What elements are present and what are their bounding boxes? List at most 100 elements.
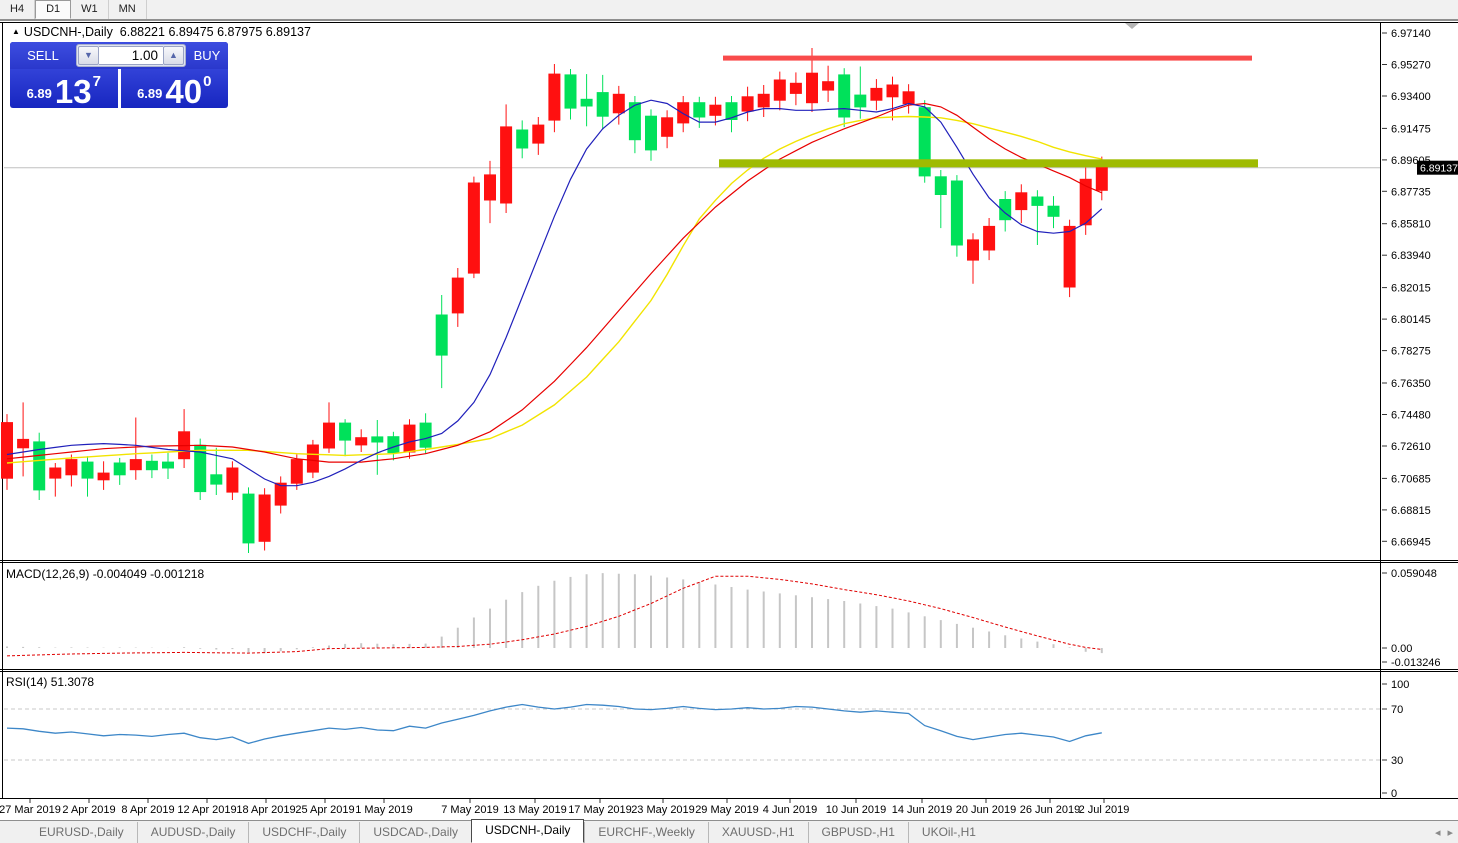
rsi-name: RSI(14) bbox=[6, 675, 48, 689]
tabs-scroll-left-icon[interactable]: ◂ bbox=[1434, 827, 1441, 839]
date-axis-label: 8 Apr 2019 bbox=[121, 804, 174, 816]
volume-input[interactable] bbox=[99, 46, 163, 65]
current-price-tag bbox=[1417, 160, 1458, 175]
candle bbox=[967, 239, 979, 261]
timeframe-tab-w1[interactable]: W1 bbox=[71, 0, 109, 19]
rsi-axis-label: 0 bbox=[1391, 788, 1397, 800]
rsi-axis-label: 100 bbox=[1391, 679, 1409, 691]
candle bbox=[822, 81, 835, 91]
candle bbox=[934, 176, 947, 196]
tabs-scroll-right-icon[interactable]: ▸ bbox=[1447, 827, 1453, 839]
macd-values: -0.004049 -0.001218 bbox=[92, 567, 205, 581]
macd-axis-label: 0.00 bbox=[1391, 643, 1412, 655]
symbol-tab-xauusd-h1[interactable]: XAUUSD-,H1 bbox=[707, 822, 808, 843]
candle bbox=[773, 79, 786, 101]
candle bbox=[838, 74, 851, 118]
toolbar-divider bbox=[0, 19, 1458, 21]
ma-slow-line bbox=[6, 115, 1102, 464]
price-axis-label: 6.97140 bbox=[1391, 28, 1431, 40]
candle bbox=[97, 472, 110, 481]
timeframe-tab-mn[interactable]: MN bbox=[109, 0, 147, 19]
candle bbox=[709, 104, 722, 116]
volume-decrease-button[interactable]: ▼ bbox=[78, 46, 99, 65]
ma-mid-line bbox=[6, 102, 1103, 463]
one-click-trading-panel: SELL ▼ ▲ BUY 6.89 13 7 6.89 40 0 bbox=[10, 42, 228, 108]
candle bbox=[242, 493, 255, 544]
candle bbox=[596, 92, 609, 117]
date-axis-label: 4 Jun 2019 bbox=[763, 804, 817, 816]
symbol-tab-eurusd-daily[interactable]: EURUSD-,Daily bbox=[39, 825, 124, 839]
volume-spinner: ▼ ▲ bbox=[76, 44, 186, 67]
symbol-tab-usdchf-daily[interactable]: USDCHF-,Daily bbox=[248, 822, 359, 843]
candle bbox=[49, 467, 62, 479]
rsi-indicator-label: RSI(14) 51.3078 bbox=[6, 675, 94, 689]
buy-price-display[interactable]: 6.89 40 0 bbox=[120, 69, 228, 108]
price-axis-label: 6.91475 bbox=[1391, 123, 1431, 135]
candle bbox=[548, 73, 561, 121]
chart-symbol-label: USDCNH-,Daily bbox=[23, 25, 113, 39]
buy-price-sup: 0 bbox=[203, 73, 212, 90]
date-axis-label: 25 Apr 2019 bbox=[295, 804, 354, 816]
candle bbox=[661, 117, 674, 137]
trade-panel-prices: 6.89 13 7 6.89 40 0 bbox=[10, 69, 228, 108]
resistance-line[interactable] bbox=[723, 55, 1252, 61]
timeframe-toolbar: H4 D1 W1 MN bbox=[0, 0, 1458, 19]
candle bbox=[290, 459, 303, 484]
rsi-value: 51.3078 bbox=[50, 675, 95, 689]
symbol-tab-eurchf-weekly[interactable]: EURCHF-,Weekly bbox=[584, 822, 707, 843]
candle bbox=[467, 182, 480, 274]
candle bbox=[145, 460, 158, 471]
candle bbox=[645, 115, 657, 151]
chart-canvas[interactable]: 6.971406.952706.934006.914756.896056.877… bbox=[0, 0, 1458, 820]
symbol-tab-usdcnh-daily[interactable]: USDCNH-,Daily bbox=[471, 819, 585, 843]
candle bbox=[129, 459, 142, 471]
symbol-tab-usdcad-daily[interactable]: USDCAD-,Daily bbox=[359, 822, 471, 843]
date-axis-label: 20 Jun 2019 bbox=[956, 804, 1017, 816]
candle bbox=[870, 87, 883, 101]
candle bbox=[500, 126, 513, 204]
candle bbox=[1047, 205, 1060, 217]
buy-button[interactable]: BUY bbox=[186, 42, 228, 69]
candle bbox=[210, 474, 223, 485]
volume-increase-button[interactable]: ▲ bbox=[163, 46, 184, 65]
candle bbox=[1063, 225, 1076, 288]
candle bbox=[902, 91, 915, 105]
sell-price-display[interactable]: 6.89 13 7 bbox=[10, 69, 118, 108]
candle bbox=[306, 444, 319, 473]
price-axis-label: 6.66945 bbox=[1391, 536, 1431, 548]
candle bbox=[532, 124, 545, 144]
rsi-line bbox=[6, 703, 1102, 745]
candle bbox=[226, 467, 239, 493]
price-axis-label: 6.80145 bbox=[1391, 314, 1431, 326]
timeframe-tab-d1[interactable]: D1 bbox=[35, 0, 72, 19]
candle bbox=[564, 74, 577, 109]
sell-button[interactable]: SELL bbox=[10, 42, 76, 69]
date-axis-label: 18 Apr 2019 bbox=[236, 804, 295, 816]
date-axis-label: 17 May 2019 bbox=[568, 804, 632, 816]
candle bbox=[484, 174, 496, 201]
price-axis-label: 6.78275 bbox=[1391, 346, 1431, 358]
price-axis-label: 6.68815 bbox=[1391, 505, 1431, 517]
symbol-tab-audusd-daily[interactable]: AUDUSD-,Daily bbox=[136, 822, 249, 843]
date-axis-label: 2 Jul 2019 bbox=[1079, 804, 1130, 816]
candle bbox=[81, 461, 94, 479]
date-axis-label: 13 May 2019 bbox=[503, 804, 567, 816]
price-axis-label: 6.93400 bbox=[1391, 91, 1431, 103]
candle bbox=[419, 422, 432, 448]
symbol-tab-gbpusd-h1[interactable]: GBPUSD-,H1 bbox=[807, 822, 908, 843]
collapse-triangle-icon[interactable]: ▲ bbox=[12, 27, 20, 36]
candle bbox=[435, 314, 448, 356]
candle bbox=[628, 102, 641, 141]
price-axis-label: 6.85810 bbox=[1391, 219, 1431, 231]
sell-price-sup: 7 bbox=[92, 73, 101, 90]
symbol-tab-ukoil-h1[interactable]: UKOil-,H1 bbox=[907, 822, 989, 843]
candle bbox=[1, 422, 13, 479]
timeframe-tabs: H4 D1 W1 MN bbox=[0, 0, 147, 19]
chart-ohlc-values: 6.88221 6.89475 6.87975 6.89137 bbox=[119, 25, 311, 39]
price-axis-label: 6.72610 bbox=[1391, 441, 1431, 453]
candle bbox=[403, 424, 416, 453]
rsi-axis-label: 70 bbox=[1391, 704, 1403, 716]
timeframe-tab-h4[interactable]: H4 bbox=[0, 0, 36, 19]
support-line[interactable] bbox=[719, 159, 1258, 168]
